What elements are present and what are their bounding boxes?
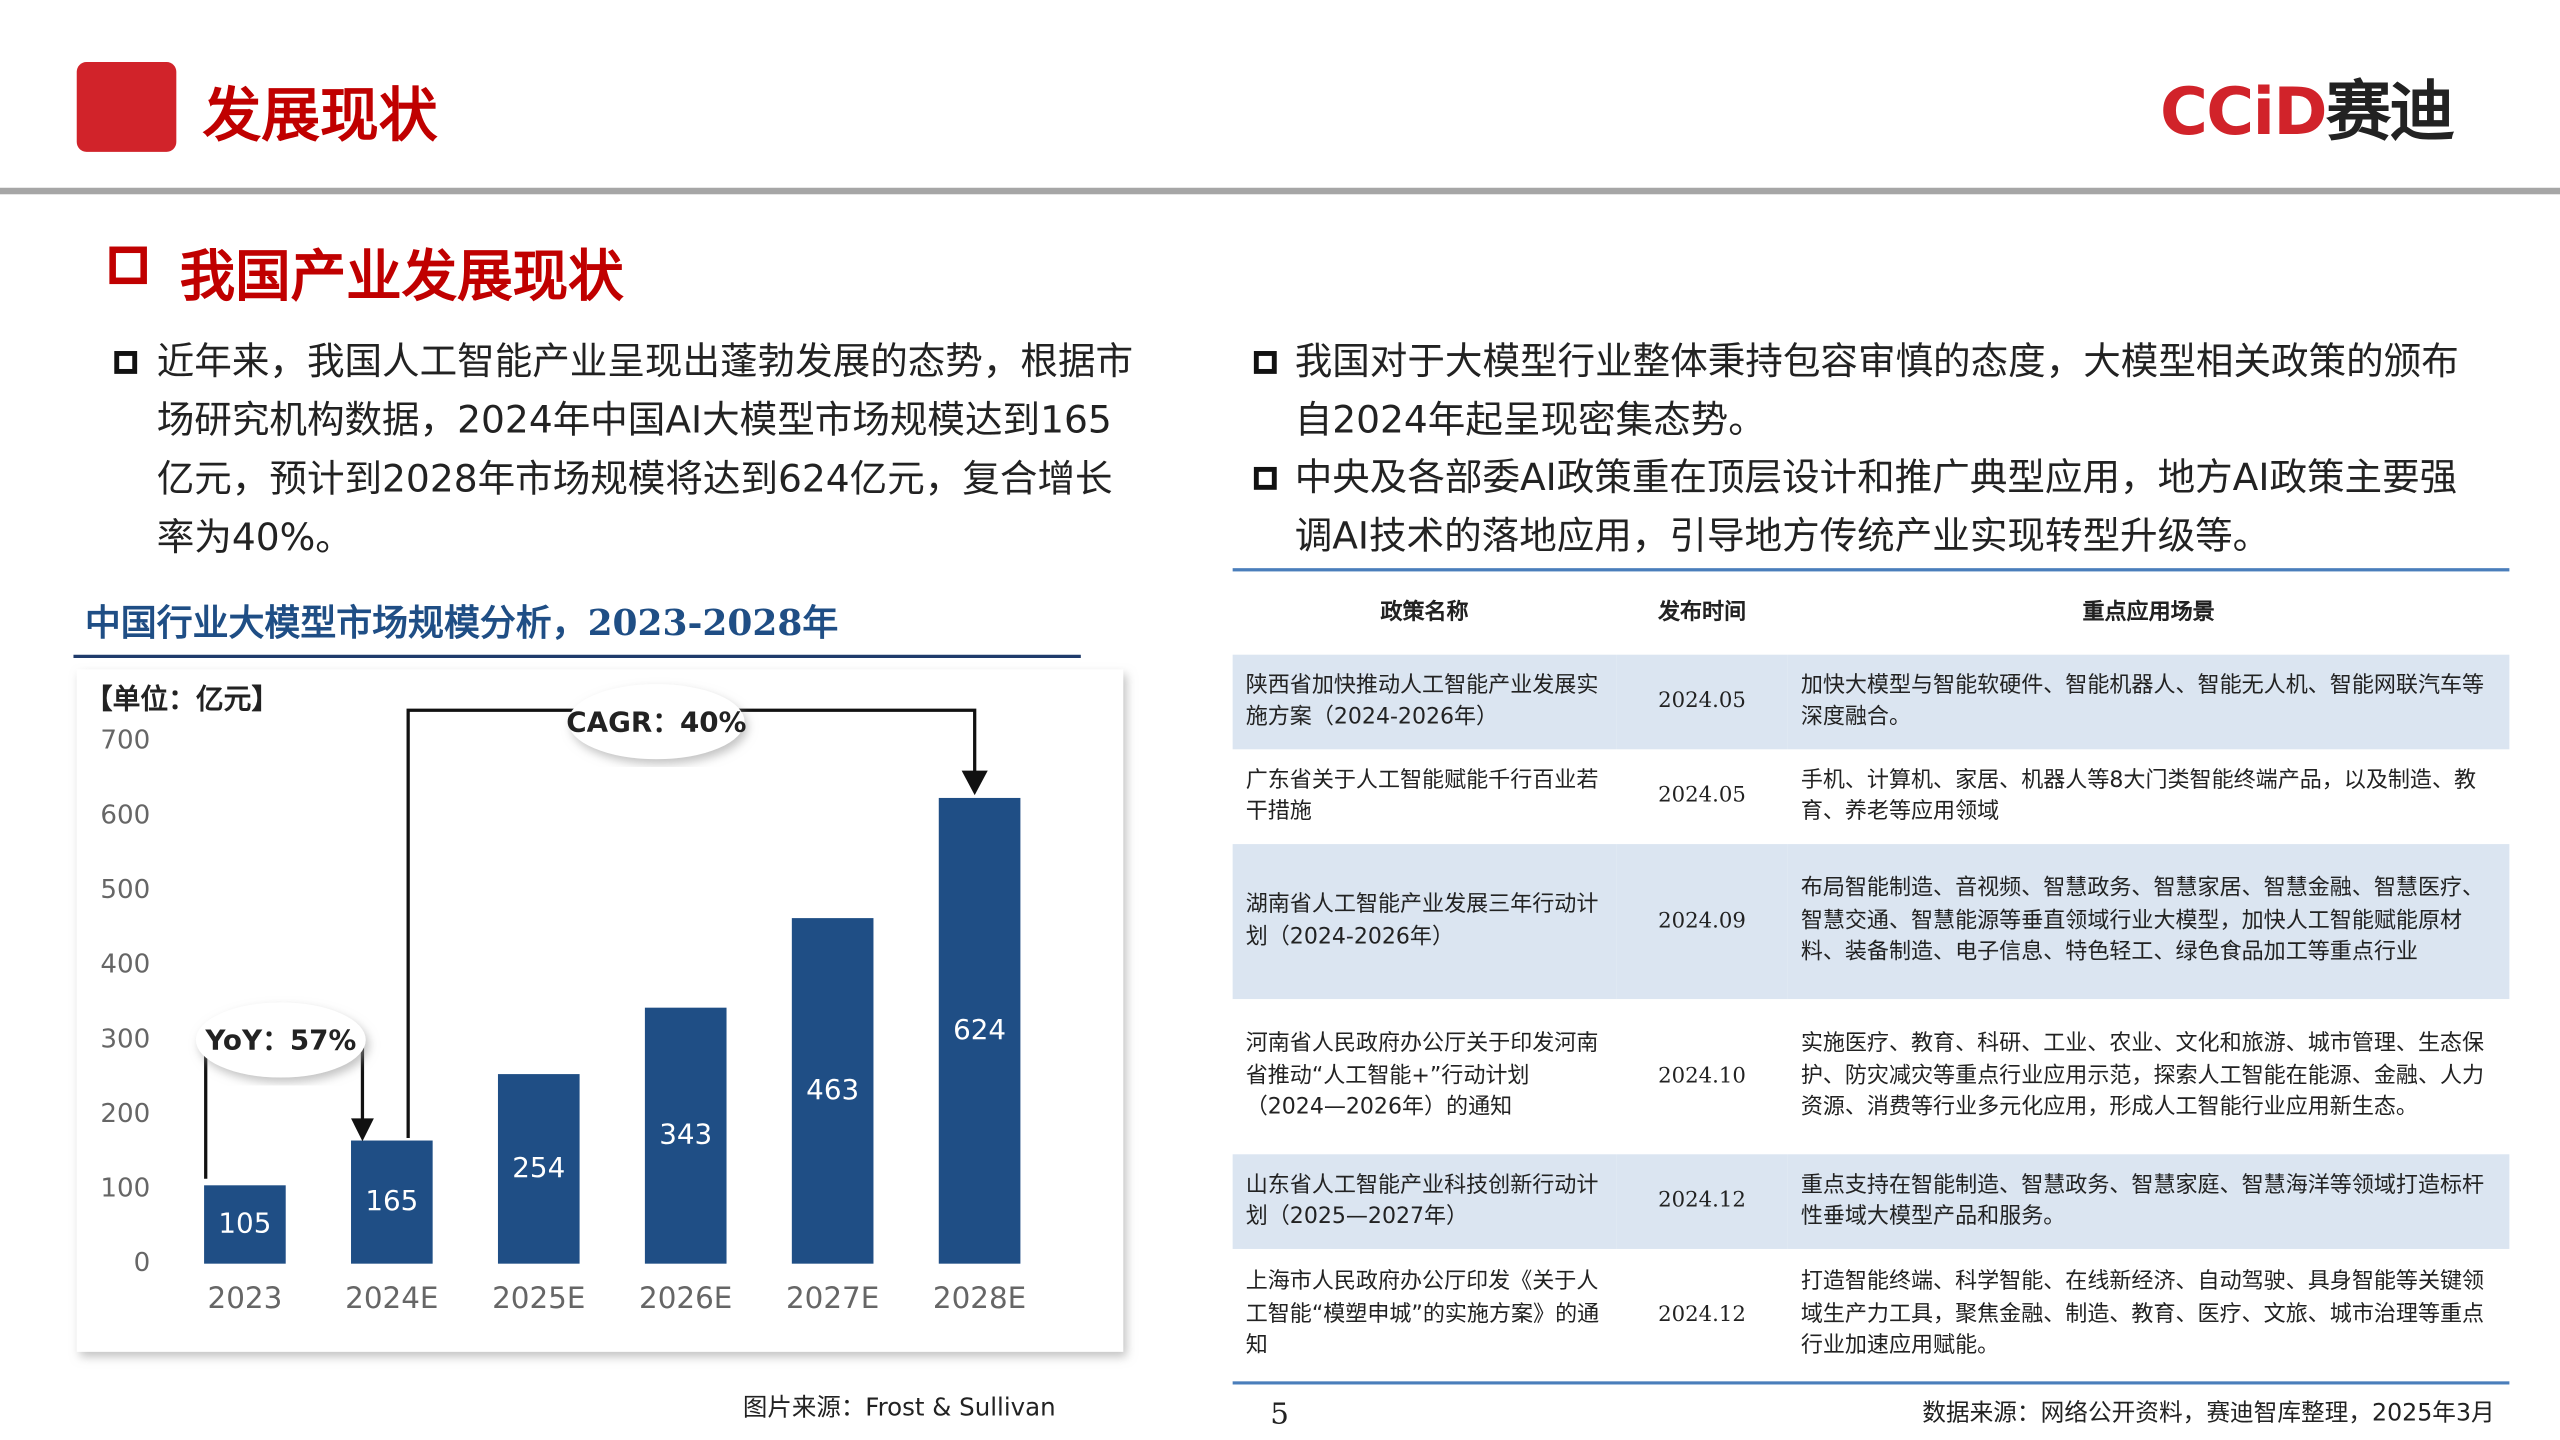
y-tick-label: 300 <box>100 1024 150 1054</box>
table-cell: 陕西省加快推动人工智能产业发展实施方案（2024-2026年） <box>1245 671 1599 730</box>
table-row: 陕西省加快推动人工智能产业发展实施方案（2024-2026年） 2024.05 加快… <box>1232 654 2510 750</box>
section-marker <box>109 246 147 285</box>
y-tick-label: 400 <box>100 950 150 980</box>
y-tick-label: 700 <box>100 726 150 756</box>
x-tick-label: 2025E <box>492 1281 585 1315</box>
footer-source: 数据来源：网络公开资料，赛迪智库整理，2025年3月 <box>1922 1400 2495 1427</box>
table-cell: 2024.12 <box>1658 1188 1746 1214</box>
y-tick-label: 600 <box>100 800 150 830</box>
bullet-box <box>1253 351 1277 374</box>
table-row: 湖南省人工智能产业发展三年行动计划（2024-2026年） 2024.09 布局智能… <box>1232 844 2510 1000</box>
policy-table-wrap: 政策名称 发布时间 重点应用场景陕西省加快推动人工智能产业发展实施方案（2024-2… <box>1232 568 2510 1385</box>
annotation-bubble <box>195 1002 366 1078</box>
bar <box>644 1007 727 1264</box>
header-cell: 发布时间 <box>1657 598 1747 625</box>
bar <box>204 1185 286 1264</box>
page-number: 5 <box>1270 1397 1289 1432</box>
table-row: 上海市人民政府办公厅印发《关于人工智能“模塑申城”的实施方案》的通知 2024.1… <box>1232 1248 2510 1382</box>
brand-logo: CCiD赛迪 <box>2159 59 2455 154</box>
section-title: 我国产业发展现状 <box>179 244 624 311</box>
annotation-bubble <box>568 684 745 760</box>
x-tick-label: 2026E <box>639 1281 732 1315</box>
table-cell: 2024.05 <box>1658 784 1746 809</box>
table-row: 广东省关于人工智能赋能千行百业若干措施 2024.05 手机、计算机、家居、机器人等… <box>1232 749 2510 845</box>
y-tick-label: 500 <box>100 875 150 905</box>
bullet-box <box>1253 466 1277 490</box>
header-rule <box>0 187 2560 195</box>
header-cell: 政策名称 <box>1380 598 1469 625</box>
table-cell: 2024.09 <box>1658 908 1746 934</box>
table-cell: 加快大模型与智能软硬件、智能机器人、智能无人机、智能网联汽车等深度融合。 <box>1800 671 2485 730</box>
y-tick-label: 200 <box>100 1099 150 1129</box>
table-cell: 实施医疗、教育、科研、工业、农业、文化和旅游、城市管理、生态保护、防灾减灾等重点… <box>1800 1030 2485 1121</box>
header-row: 政策名称 发布时间 重点应用场景 <box>1233 571 2510 654</box>
y-tick-label: 100 <box>100 1174 150 1204</box>
header-cell: 重点应用场景 <box>2082 598 2215 625</box>
table-cell: 打造智能终端、科学智能、在线新经济、自动驾驶、具身智能等关键领域生产力工具，聚焦… <box>1800 1268 2485 1359</box>
table-cell: 布局智能制造、音视频、智慧政务、智慧家居、智慧金融、智慧医疗、智慧交通、智慧能源… <box>1800 875 2485 966</box>
bar <box>351 1140 433 1264</box>
y-tick-label: 0 <box>134 1248 151 1278</box>
table-cell: 河南省人民政府办公厅关于印发河南省推动“人工智能+”行动计划（2024—2026… <box>1245 1030 1599 1121</box>
left-paragraph: 近年来，我国人工智能产业呈现出蓬勃发展的态势，根据市场研究机构数据，2024年中… <box>156 341 1134 560</box>
bar-value-label: 624 <box>953 1013 1006 1046</box>
table-cell: 湖南省人工智能产业发展三年行动计划（2024-2026年） <box>1245 891 1599 950</box>
chart-title: 中国行业大模型市场规模分析，2023-2028年 <box>85 602 838 644</box>
table-cell: 山东省人工智能产业科技创新行动计划（2025—2027年） <box>1245 1171 1599 1230</box>
annotation: CAGR：40% <box>566 705 746 738</box>
logo-icon <box>76 62 177 152</box>
x-tick-label: 2023 <box>208 1281 283 1315</box>
bar-value-label: 343 <box>659 1118 712 1151</box>
right-bullet: 中央及各部委AI政策重在顶层设计和推广典型应用，地方AI政策主要强调AI技术的落… <box>1294 457 2458 559</box>
arrowhead <box>351 1118 374 1142</box>
chart: 中国行业大模型市场规模分析，2023-2028年 【单位：亿元】 0 100 200… <box>73 602 1124 1352</box>
bar-value-label: 105 <box>218 1206 271 1239</box>
table-cell: 手机、计算机、家居、机器人等8大门类智能终端产品，以及制造、教育、养老等应用领域 <box>1800 766 2477 825</box>
bar <box>791 918 874 1264</box>
table-cell: 上海市人民政府办公厅印发《关于人工智能“模塑申城”的实施方案》的通知 <box>1245 1268 1600 1359</box>
chart-source: 图片来源：Frost & Sullivan <box>742 1392 1056 1423</box>
table-cell: 2024.10 <box>1658 1064 1746 1089</box>
x-tick-label: 2024E <box>345 1281 438 1315</box>
x-tick-label: 2027E <box>786 1281 879 1315</box>
policy-table: 政策名称 发布时间 重点应用场景陕西省加快推动人工智能产业发展实施方案（2024-2… <box>1232 571 2510 1382</box>
table-cell: 广东省关于人工智能赋能千行百业若干措施 <box>1245 766 1599 825</box>
unit-label: 【单位：亿元】 <box>85 682 279 715</box>
bar-value-label: 463 <box>806 1073 859 1106</box>
arrowhead <box>961 770 988 796</box>
annotation: YoY：57% <box>204 1024 356 1057</box>
header-title: 发展现状 <box>202 83 438 151</box>
bar-value-label: 165 <box>365 1184 418 1217</box>
bullet-box <box>114 351 138 374</box>
bar-value-label: 254 <box>512 1151 565 1184</box>
right-bullet: 我国对于大模型行业整体秉持包容审慎的态度，大模型相关政策的颁布自2024年起呈现… <box>1294 341 2459 443</box>
table-row: 河南省人民政府办公厅关于印发河南省推动“人工智能+”行动计划（2024—2026… <box>1232 999 2510 1155</box>
table-cell: 2024.12 <box>1658 1302 1746 1327</box>
table-cell: 重点支持在智能制造、智慧政务、智慧家庭、智慧海洋等领域打造标杆性垂域大模型产品和… <box>1800 1171 2485 1230</box>
x-tick-label: 2028E <box>933 1281 1026 1315</box>
logo-text: CCiD <box>2159 75 2328 151</box>
table-row: 山东省人工智能产业科技创新行动计划（2025—2027年） 2024.12 重点支持… <box>1232 1154 2510 1249</box>
table-cell: 2024.05 <box>1658 689 1746 714</box>
bar <box>497 1074 580 1264</box>
logo-cn: 赛迪 <box>2325 75 2455 151</box>
bar <box>938 797 1021 1264</box>
